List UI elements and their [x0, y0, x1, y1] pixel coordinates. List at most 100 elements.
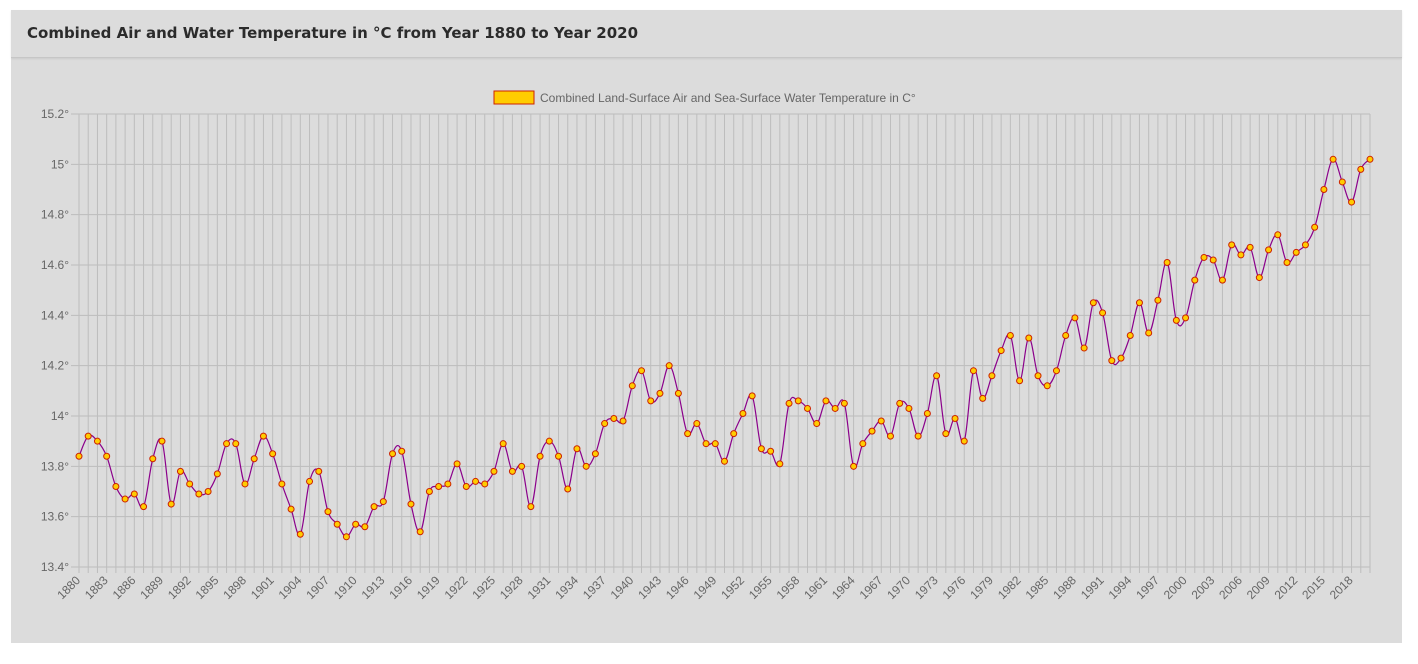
data-point [1052, 367, 1060, 375]
data-point [905, 404, 913, 412]
y-tick-label: 13.4° [41, 560, 69, 574]
series-layer [75, 155, 1374, 541]
data-point [711, 440, 719, 448]
data-point [886, 432, 894, 440]
data-point [767, 447, 775, 455]
y-tick-label: 14.2° [41, 359, 69, 373]
data-point [84, 432, 92, 440]
x-tick-label: 1931 [525, 573, 554, 602]
data-point [638, 367, 646, 375]
data-point [287, 505, 295, 513]
data-point [1191, 276, 1199, 284]
data-point [1108, 357, 1116, 365]
data-point [859, 440, 867, 448]
y-tick-label: 14.6° [41, 258, 69, 272]
data-point [1154, 296, 1162, 304]
data-point [1320, 186, 1328, 193]
data-point [785, 399, 793, 407]
data-point [1182, 314, 1190, 322]
data-point [518, 462, 526, 470]
data-point [988, 372, 996, 380]
data-point [508, 467, 516, 475]
data-point [241, 480, 249, 488]
data-point [674, 389, 682, 397]
chart-card-title: Combined Air and Water Temperature in °C… [27, 24, 639, 42]
data-point [269, 450, 277, 458]
data-point [960, 437, 968, 445]
data-point [831, 404, 839, 412]
axis-layer: 13.4° 13.6° 13.8° 14° 14.2° 14.4° 14.6° 14.8° 15… [41, 107, 1356, 602]
data-point [1274, 231, 1282, 239]
data-point [342, 533, 350, 541]
card-header: Combined Air and Water Temperature in °C… [11, 10, 1402, 58]
grid-layer [71, 113, 1371, 573]
data-point [352, 520, 360, 528]
data-point [1006, 331, 1014, 339]
data-point [757, 445, 765, 453]
data-point [665, 362, 673, 370]
data-point [324, 508, 332, 516]
data-point [1062, 331, 1070, 339]
x-tick-label: 1958 [774, 573, 803, 602]
data-point [1357, 165, 1365, 173]
data-point [140, 503, 148, 511]
data-point [536, 452, 544, 460]
data-point [93, 437, 101, 445]
x-tick-label: 1949 [691, 573, 720, 602]
data-point [840, 399, 848, 407]
legend[interactable]: Combined Land-Surface Air and Sea-Surfac… [493, 90, 916, 105]
x-tick-label: 1991 [1078, 573, 1107, 602]
data-point [1311, 223, 1319, 231]
data-point [472, 477, 480, 485]
x-tick-label: 1907 [303, 573, 332, 602]
data-point [739, 409, 747, 417]
data-point [149, 455, 157, 463]
data-point [628, 382, 636, 390]
data-point [969, 367, 977, 375]
data-point [1255, 274, 1263, 282]
data-point [1348, 198, 1356, 206]
x-tick-label: 1946 [663, 573, 692, 602]
data-point [250, 455, 258, 463]
x-tick-label: 1883 [82, 573, 111, 602]
data-point [1135, 299, 1143, 307]
data-point [1034, 372, 1042, 380]
data-point [896, 399, 904, 407]
data-point [1283, 258, 1291, 266]
data-point [398, 447, 406, 455]
data-point [75, 452, 83, 460]
data-point [813, 420, 821, 428]
data-point [130, 490, 138, 498]
y-tick-label: 15.2° [41, 107, 69, 121]
data-point [453, 460, 461, 468]
data-point [997, 347, 1005, 355]
data-point [794, 397, 802, 405]
data-point [1301, 241, 1309, 249]
data-point [942, 430, 950, 438]
x-tick-label: 1970 [884, 573, 913, 602]
x-tick-label: 1967 [857, 573, 886, 602]
data-point [223, 440, 231, 448]
x-tick-label: 1910 [331, 573, 360, 602]
data-point [407, 500, 415, 508]
data-point [555, 452, 563, 460]
data-point [647, 397, 655, 405]
data-point [499, 440, 507, 448]
data-point [296, 530, 304, 538]
x-tick-label: 1925 [469, 573, 498, 602]
y-tick-label: 13.8° [41, 459, 69, 473]
data-point [195, 490, 203, 498]
data-point [803, 404, 811, 412]
data-point [278, 480, 286, 488]
data-point [1228, 241, 1236, 249]
data-point [1025, 334, 1033, 342]
x-tick-label: 1892 [165, 573, 194, 602]
data-point [481, 480, 489, 488]
data-point [979, 394, 987, 402]
data-point [951, 415, 959, 423]
x-tick-label: 1922 [442, 573, 471, 602]
y-tick-label: 15° [51, 157, 69, 171]
x-tick-label: 1988 [1050, 573, 1079, 602]
data-point [527, 503, 535, 511]
data-point [186, 480, 194, 488]
